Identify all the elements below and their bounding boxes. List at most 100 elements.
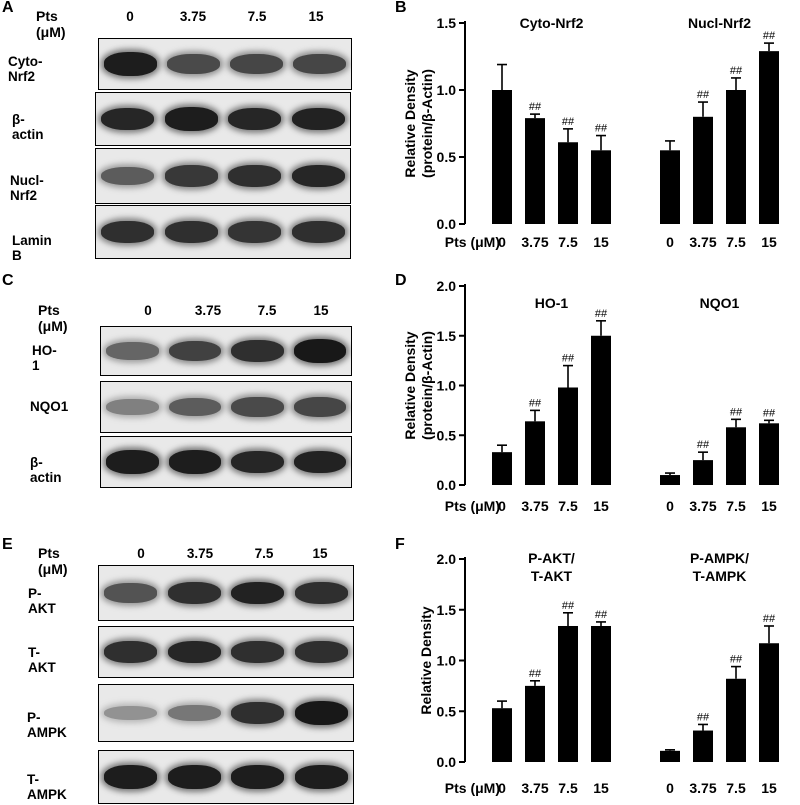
bar: [591, 335, 611, 485]
blot-strip: [98, 38, 352, 90]
y-tick-label: 1.5: [437, 602, 457, 618]
x-tick-label: 15: [593, 234, 609, 250]
pts-header-a: Pts (μM): [36, 8, 66, 40]
blot-band: [167, 54, 220, 74]
blot-strip: [98, 684, 354, 742]
y-tick-label: 2.0: [437, 278, 457, 294]
blot-band: [231, 397, 284, 417]
significance-mark: ##: [562, 116, 575, 128]
blot-band: [231, 450, 284, 474]
lane-label-a-0: 0: [126, 9, 134, 24]
group-title: T-AKT: [531, 568, 573, 584]
blot-band: [104, 705, 158, 721]
x-tick-label: 0: [498, 234, 506, 250]
panel-letter-b: B: [395, 0, 407, 16]
blot-band: [101, 166, 155, 186]
y-axis-label: Relative Density: [402, 69, 418, 177]
x-tick-label: 7.5: [558, 780, 578, 796]
blot-label-lamin-b: Lamin B: [12, 233, 52, 263]
blot-band: [294, 765, 348, 789]
bar: [726, 90, 746, 224]
y-tick-label: 0.5: [437, 427, 457, 443]
bar: [591, 150, 611, 224]
blot-label-p-ampk: P-AMPK: [27, 710, 67, 740]
blot-band: [164, 165, 218, 187]
panel-letter-c: C: [2, 272, 14, 289]
blot-strip: [95, 148, 351, 204]
blot-band: [168, 450, 221, 474]
blot-band: [231, 581, 285, 605]
bar: [693, 730, 713, 762]
blot-band: [167, 582, 221, 604]
group-title: T-AMPK: [693, 568, 747, 584]
blot-band: [164, 221, 218, 243]
lane-label-c-2: 7.5: [257, 303, 277, 318]
significance-mark: ##: [730, 65, 743, 77]
blot-band: [101, 107, 155, 131]
group-title: Cyto-Nrf2: [520, 15, 584, 31]
x-tick-label: 0: [498, 498, 506, 514]
x-tick-label: 0: [666, 234, 674, 250]
x-prefix-label: Pts (μM): [445, 234, 500, 250]
panel-letter-a: A: [2, 0, 14, 16]
x-prefix-label: Pts (μM): [445, 498, 500, 514]
y-tick-label: 1.0: [437, 653, 457, 669]
group-title: P-AMPK/: [690, 550, 749, 566]
blot-label-beta-actin: β-actin: [12, 112, 44, 142]
blot-band: [231, 340, 284, 362]
x-tick-label: 0: [666, 498, 674, 514]
bar: [660, 150, 680, 224]
bar: [660, 750, 680, 762]
significance-mark: ##: [529, 397, 542, 409]
group-title: P-AKT/: [528, 550, 575, 566]
y-tick-label: 0.0: [437, 754, 457, 770]
significance-mark: ##: [697, 89, 710, 101]
blot-band: [167, 704, 221, 722]
blot-band: [294, 582, 348, 604]
y-tick-label: 2.0: [437, 551, 457, 567]
lane-label-a-3: 15: [308, 9, 324, 24]
bar: [558, 142, 578, 224]
significance-mark: ##: [595, 308, 608, 320]
blot-band: [231, 702, 285, 724]
y-tick-label: 1.0: [437, 82, 457, 98]
lane-label-c-1: 3.75: [194, 303, 222, 318]
bar: [591, 625, 611, 762]
y-axis-label: (protein/β-Actin): [419, 331, 435, 440]
x-tick-label: 0: [498, 780, 506, 796]
x-tick-label: 0: [666, 780, 674, 796]
bar-chart-b: 0.0 0.5 1.0 1.5 Relative Density (protein/β-A…: [402, 15, 779, 250]
group-title: NQO1: [700, 295, 740, 311]
significance-mark: ##: [529, 101, 542, 113]
blot-label-beta-actin-c: β-actin: [30, 455, 62, 485]
significance-mark: ##: [562, 600, 575, 612]
bar: [726, 427, 746, 485]
blot-strip: [95, 92, 351, 146]
blot-band: [228, 107, 282, 131]
y-axis-label: (protein/β-Actin): [419, 69, 435, 178]
significance-mark: ##: [595, 123, 608, 135]
bar: [492, 90, 512, 224]
blot-band: [104, 641, 158, 663]
y-tick-label: 0.0: [437, 477, 457, 493]
bar: [759, 643, 779, 762]
blot-strip: [98, 565, 354, 621]
lane-label-c-3: 15: [313, 303, 329, 318]
x-tick-label: 15: [593, 780, 609, 796]
blot-strip: [100, 326, 352, 376]
significance-mark: ##: [730, 654, 743, 666]
bar: [693, 460, 713, 485]
panel-letter-e: E: [2, 536, 13, 553]
blot-label-p-akt: P-AKT: [28, 586, 56, 616]
bar: [492, 708, 512, 762]
blot-band: [167, 640, 221, 664]
blot-band: [293, 53, 346, 75]
significance-mark: ##: [730, 406, 743, 418]
blot-band: [291, 107, 345, 131]
bar: [558, 625, 578, 762]
blot-label-ho-1: HO-1: [32, 343, 57, 373]
bar: [660, 475, 680, 485]
x-tick-label: 15: [761, 234, 777, 250]
x-tick-label: 3.75: [689, 780, 716, 796]
y-tick-label: 1.5: [437, 15, 457, 31]
